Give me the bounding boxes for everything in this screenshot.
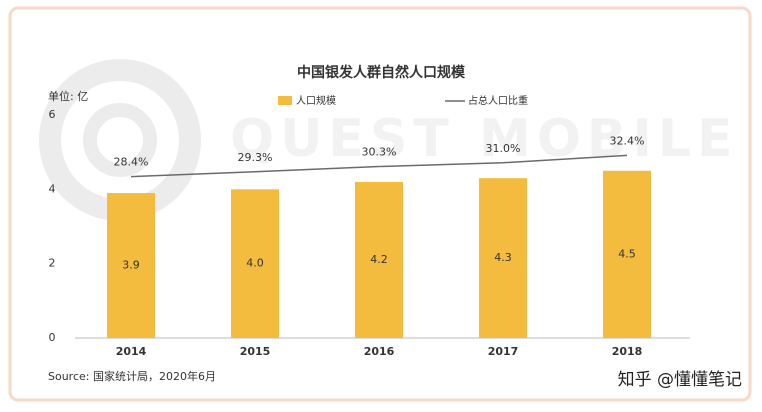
bar [479,178,527,338]
x-tick-label: 2015 [240,345,271,358]
line-value-label: 31.0% [486,142,521,155]
credit: 知乎 @懂懂笔记 [618,370,742,390]
y-tick-label: 4 [49,182,56,195]
bar [355,181,403,338]
y-tick-label: 6 [49,108,56,121]
legend-swatch [278,96,292,105]
line-value-label: 30.3% [362,146,397,159]
bar-value-label: 4.5 [618,247,636,260]
chart-title: 中国银发人群自然人口规模 [297,64,466,81]
bar [231,189,279,338]
legend-label: 人口规模 [296,94,336,107]
watermark: QUEST MOBILE [230,109,739,169]
source: Source: 国家统计局，2020年6月 [48,369,216,383]
line-value-label: 32.4% [610,134,645,147]
bar [603,170,651,338]
line-value-label: 29.3% [238,151,273,164]
x-tick-label: 2017 [488,345,519,358]
x-tick-label: 2014 [116,345,147,358]
x-tick-label: 2016 [364,345,395,358]
bar-value-label: 4.2 [370,253,388,266]
legend-label: 占总人口比重 [468,94,528,107]
y-tick-label: 2 [49,257,56,270]
bar [107,193,155,338]
bar-value-label: 4.3 [494,251,512,264]
line-value-label: 28.4% [114,156,149,169]
bar-value-label: 3.9 [122,259,140,272]
line [130,154,628,178]
bar-value-label: 4.0 [246,257,264,270]
y-tick-label: 0 [49,331,56,344]
x-tick-label: 2018 [612,345,643,358]
unit-label: 单位: 亿 [48,89,88,103]
